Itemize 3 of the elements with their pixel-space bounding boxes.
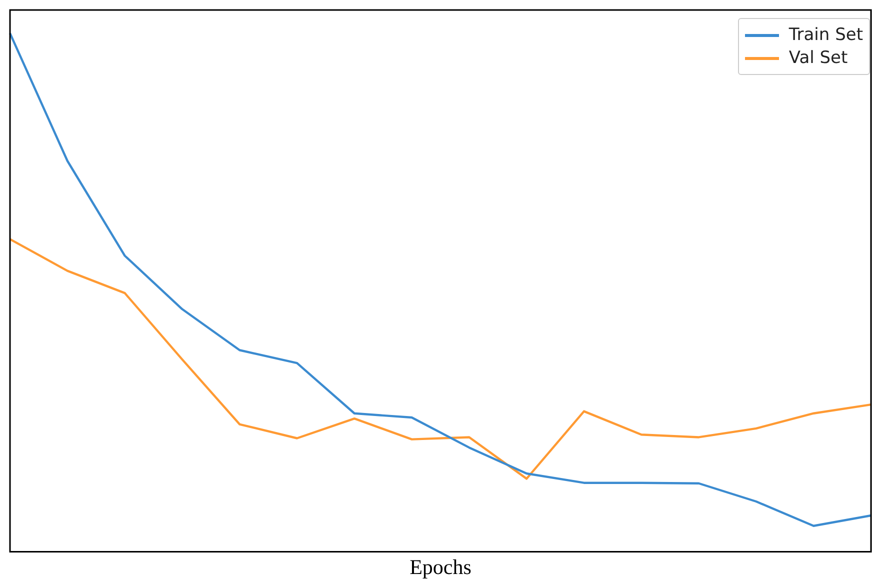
x-axis-title: Epochs [410,554,472,579]
legend-label: Train Set [788,25,863,45]
legend-label: Val Set [788,48,848,68]
